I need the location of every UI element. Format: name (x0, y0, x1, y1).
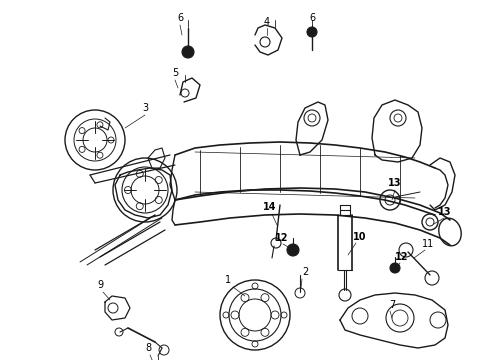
Text: 6: 6 (177, 13, 183, 23)
Text: 5: 5 (172, 68, 178, 78)
Text: 1: 1 (225, 275, 231, 285)
Text: 12: 12 (395, 252, 409, 262)
Text: 13: 13 (438, 207, 452, 217)
Circle shape (390, 263, 400, 273)
Circle shape (182, 46, 194, 58)
Text: 12: 12 (275, 233, 289, 243)
Text: 8: 8 (145, 343, 151, 353)
Circle shape (307, 27, 317, 37)
Text: 6: 6 (309, 13, 315, 23)
Text: 2: 2 (302, 267, 308, 277)
Text: 7: 7 (389, 300, 395, 310)
Text: 14: 14 (263, 202, 277, 212)
Text: 4: 4 (264, 17, 270, 27)
Text: 13: 13 (388, 178, 402, 188)
Circle shape (287, 244, 299, 256)
Text: 9: 9 (97, 280, 103, 290)
Text: 11: 11 (422, 239, 434, 249)
Text: 3: 3 (142, 103, 148, 113)
Text: 10: 10 (353, 232, 367, 242)
